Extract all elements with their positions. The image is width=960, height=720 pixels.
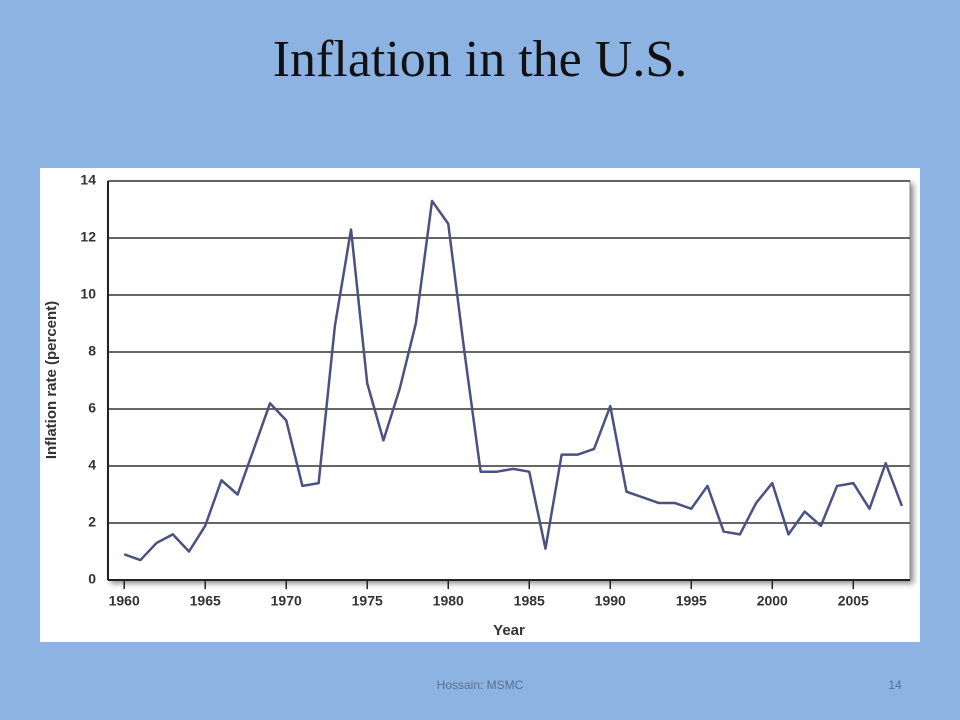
y-axis-label: Inflation rate (percent) [43, 301, 60, 459]
x-axis-label: Year [493, 622, 525, 639]
x-tick-label: 2005 [838, 593, 869, 609]
y-tick-label: 6 [88, 400, 96, 416]
x-tick-label: 1975 [352, 593, 383, 609]
x-tick-label: 1965 [190, 593, 221, 609]
x-tick-label: 1995 [676, 593, 707, 609]
x-tick-label: 1985 [514, 593, 545, 609]
x-tick-label: 1960 [109, 593, 140, 609]
x-tick-label: 2000 [757, 593, 788, 609]
x-tick-label: 1970 [271, 593, 302, 609]
footer: Hossain: MSMC [437, 678, 524, 692]
y-tick-label: 10 [80, 286, 96, 302]
y-tick-label: 12 [80, 229, 96, 245]
page-number: 14 [888, 678, 902, 692]
slide-title: Inflation in the U.S. [273, 31, 688, 88]
y-tick-label: 0 [88, 571, 96, 587]
x-tick-label: 1990 [595, 593, 626, 609]
y-tick-label: 4 [88, 457, 96, 473]
plot-area [107, 180, 911, 581]
y-tick-label: 14 [80, 172, 96, 188]
inflation-line [123, 199, 904, 562]
y-tick-label: 2 [88, 514, 96, 530]
y-tick-label: 8 [88, 343, 96, 359]
x-tick-label: 1980 [433, 593, 464, 609]
